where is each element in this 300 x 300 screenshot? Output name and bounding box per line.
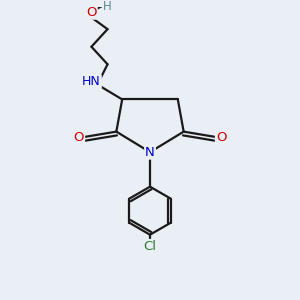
Text: HN: HN <box>82 75 101 88</box>
Text: H: H <box>103 0 112 13</box>
Text: N: N <box>145 146 155 159</box>
Text: Cl: Cl <box>143 240 157 253</box>
Text: O: O <box>74 131 84 144</box>
Text: O: O <box>86 6 97 19</box>
Text: O: O <box>216 131 226 144</box>
